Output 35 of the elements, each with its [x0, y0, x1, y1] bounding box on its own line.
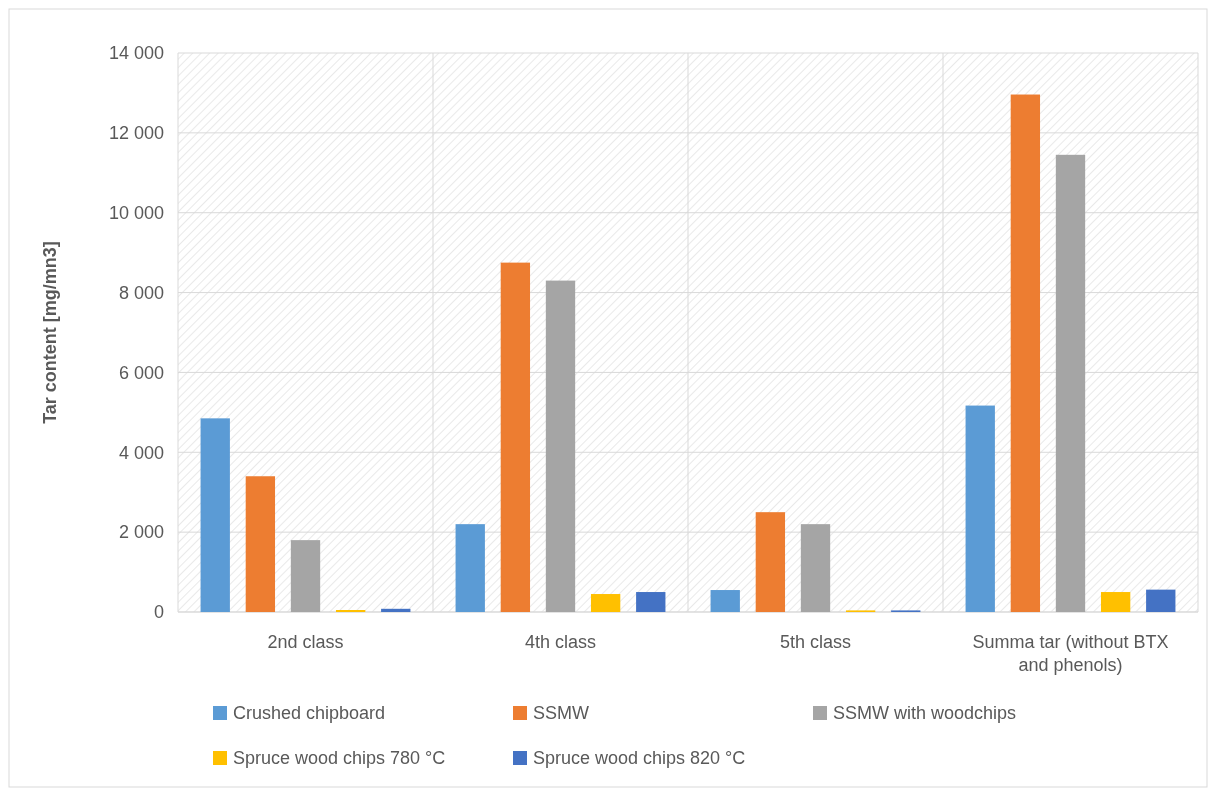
bar	[1055, 154, 1086, 612]
x-tick-label: 2nd class	[267, 632, 344, 652]
y-tick-label: 2 000	[118, 522, 164, 543]
bar	[1146, 589, 1176, 612]
bar	[1010, 94, 1041, 612]
bar	[710, 590, 740, 612]
y-tick-label: 14 000	[108, 43, 164, 64]
bar	[755, 512, 786, 612]
bar	[290, 540, 321, 612]
bar	[636, 592, 666, 612]
bar	[455, 524, 485, 612]
y-axis-title: Tar content [mg/mn3]	[40, 241, 60, 424]
x-tick-label: Summa tar (without BTX and phenols)	[972, 632, 1169, 675]
y-tick-label: 0	[153, 602, 164, 623]
legend-label: SSMW	[533, 703, 590, 724]
bar	[500, 262, 531, 612]
y-tick-label: 8 000	[118, 282, 164, 303]
y-tick-label: 6 000	[118, 362, 164, 383]
x-tick-label: 4th class	[524, 632, 597, 652]
bar	[200, 418, 230, 612]
legend-label: Spruce wood chips 780 °C	[233, 748, 446, 769]
bar	[590, 594, 621, 612]
legend-label: Spruce wood chips 820 °C	[533, 748, 746, 769]
bar	[800, 524, 831, 612]
legend-label: Crushed chipboard	[233, 703, 386, 724]
y-tick-label: 4 000	[118, 442, 164, 463]
bar	[381, 608, 411, 612]
bar	[965, 405, 995, 612]
legend-label: SSMW with woodchips	[833, 703, 1017, 724]
bar	[545, 280, 576, 612]
bar	[245, 476, 276, 612]
x-tick-label: 5th class	[779, 632, 852, 652]
bar	[1100, 592, 1131, 612]
y-tick-label: 12 000	[108, 123, 164, 144]
y-tick-label: 10 000	[108, 203, 164, 224]
